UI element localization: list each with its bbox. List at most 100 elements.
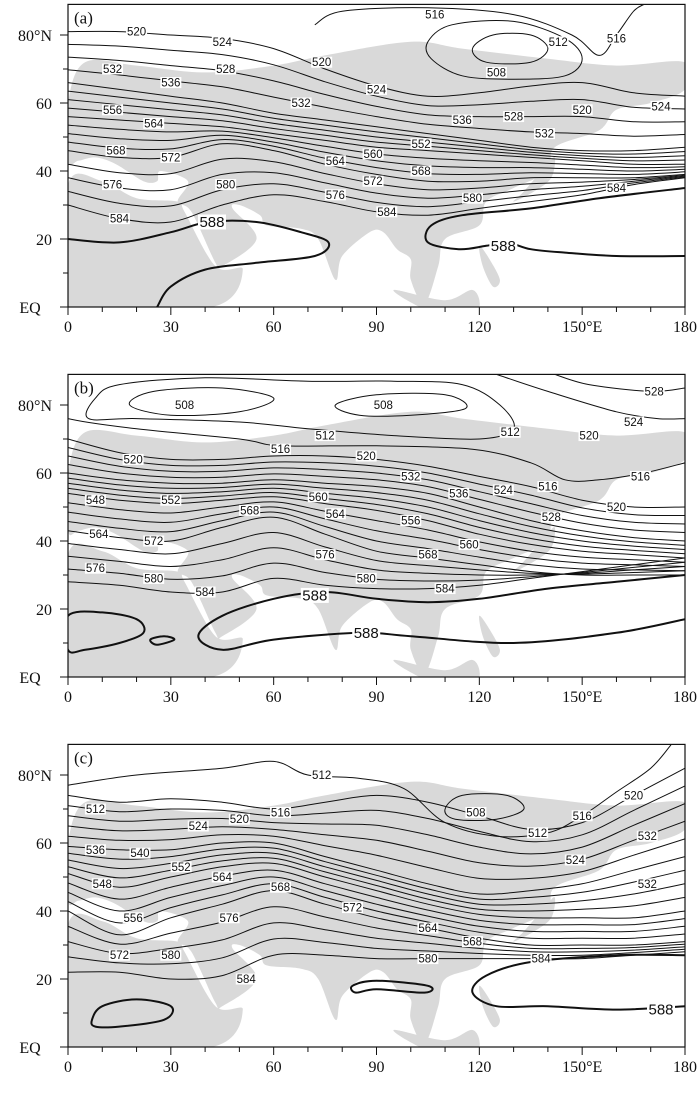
contour-568 <box>68 890 685 946</box>
contour-label-bg <box>451 114 473 126</box>
x-tick-label: 30 <box>163 319 179 336</box>
contour-label-bg <box>197 214 226 230</box>
land-mass <box>68 41 685 304</box>
contour-label-bg <box>400 515 422 527</box>
x-tick-label: 60 <box>266 319 282 336</box>
land-mass <box>68 913 243 1048</box>
contour-label: 516 <box>607 33 626 45</box>
contour-label: 588 <box>199 214 224 231</box>
contour-label: 532 <box>535 129 554 141</box>
contour-label: 512 <box>312 770 331 782</box>
contour-label-bg <box>215 63 237 75</box>
x-tick-label: 180 <box>673 1059 697 1076</box>
contour-label: 536 <box>161 78 180 90</box>
x-tick-label: 120 <box>467 319 491 336</box>
contour-label: 564 <box>326 509 346 521</box>
contour-label-bg <box>228 813 250 825</box>
contour-540 <box>68 90 685 155</box>
contour-label: 564 <box>418 923 438 935</box>
x-tick-label: 120 <box>467 1059 491 1076</box>
contour-label-bg <box>564 854 586 866</box>
contour-label-bg <box>605 32 627 44</box>
panel-a: 520 524 532 528 536 520 516 512 516 508 524 532 556 5… <box>18 3 697 336</box>
x-tick-label: 0 <box>64 319 72 336</box>
contour-548 <box>68 107 685 162</box>
contour-label: 520 <box>127 27 146 39</box>
contour-label-bg <box>105 145 127 157</box>
x-tick-label: 150°E <box>562 689 602 706</box>
contour-label-bg <box>108 213 130 225</box>
contour-label: 584 <box>377 207 397 219</box>
contour-label-bg <box>311 769 333 781</box>
contour-572 <box>68 906 685 950</box>
panel-label: (c) <box>74 748 93 767</box>
contour-580 <box>68 937 685 965</box>
contour-516 <box>68 767 685 831</box>
contour-516 <box>314 4 645 56</box>
land-mass <box>68 543 243 677</box>
y-tick-label: 40 <box>36 164 52 181</box>
land-mass <box>393 289 480 308</box>
contour-label-bg <box>623 416 645 428</box>
map-area: 512 512 516 520 524 536 540 548 552 564 568 572 556 5… <box>68 744 685 1048</box>
panel-b: 508 508 512 516 520 520 532 536 524 516 512 520 524 5… <box>18 373 697 706</box>
contour-label: 572 <box>110 950 129 962</box>
contour-label-bg <box>537 481 559 493</box>
contour-label: 568 <box>418 550 437 562</box>
contour-516 <box>68 411 685 482</box>
contour-532 <box>68 834 685 880</box>
contour-label-bg <box>290 97 312 109</box>
contour-label: 576 <box>326 190 345 202</box>
contour-label-bg <box>84 494 106 506</box>
contour-label: 588 <box>648 1002 673 1019</box>
contour-label: 524 <box>367 84 387 96</box>
contour-label: 516 <box>631 471 650 483</box>
panel-label: (b) <box>74 378 94 397</box>
contour-label-bg <box>530 953 552 965</box>
contour-label: 572 <box>343 903 362 915</box>
contour-label: 576 <box>220 913 239 925</box>
contour-label-bg <box>355 450 377 462</box>
map-area: 508 508 512 516 520 520 532 536 524 516 512 520 524 5… <box>68 374 685 677</box>
contour-label: 560 <box>363 149 382 161</box>
contour-label-bg <box>547 36 569 48</box>
contour-536 <box>68 841 685 895</box>
contour-588 <box>68 219 331 308</box>
contour-label-bg <box>143 572 165 584</box>
contour-label: 548 <box>93 879 112 891</box>
land-mass <box>479 245 500 288</box>
contour-label-bg <box>143 535 165 547</box>
x-tick-label: 90 <box>369 689 385 706</box>
contour-label-bg <box>174 399 196 411</box>
y-tick-label: EQ <box>19 670 41 687</box>
contour-label-bg <box>122 453 144 465</box>
contour-label: 568 <box>411 166 430 178</box>
contour-label: 580 <box>161 950 180 962</box>
contour-532 <box>68 464 685 533</box>
contour-label-bg <box>235 973 257 985</box>
contour-540 <box>68 477 685 546</box>
contour-label-bg <box>605 182 627 194</box>
contour-label-bg <box>143 117 165 129</box>
contour-label-bg <box>643 385 665 397</box>
contour-528 <box>68 56 685 123</box>
contour-568 <box>68 516 685 576</box>
contour-label-bg <box>533 128 555 140</box>
x-tick-label: 180 <box>673 689 697 706</box>
contour-label: 520 <box>624 790 643 802</box>
contour-label: 564 <box>144 118 164 130</box>
contour-536 <box>68 82 685 152</box>
contour-label: 584 <box>607 183 627 195</box>
contour-label: 552 <box>161 495 180 507</box>
contour-label-bg <box>122 912 144 924</box>
contour-label: 572 <box>144 536 163 548</box>
contour-label-bg <box>400 470 422 482</box>
contour-label: 536 <box>449 488 468 500</box>
land-mass <box>513 527 556 572</box>
x-tick-label: 90 <box>369 319 385 336</box>
contour-label: 520 <box>573 105 592 117</box>
contour-label: 568 <box>271 882 290 894</box>
contour-label-bg <box>527 827 549 839</box>
contour-label-bg <box>578 430 600 442</box>
contour-label: 508 <box>487 67 506 79</box>
